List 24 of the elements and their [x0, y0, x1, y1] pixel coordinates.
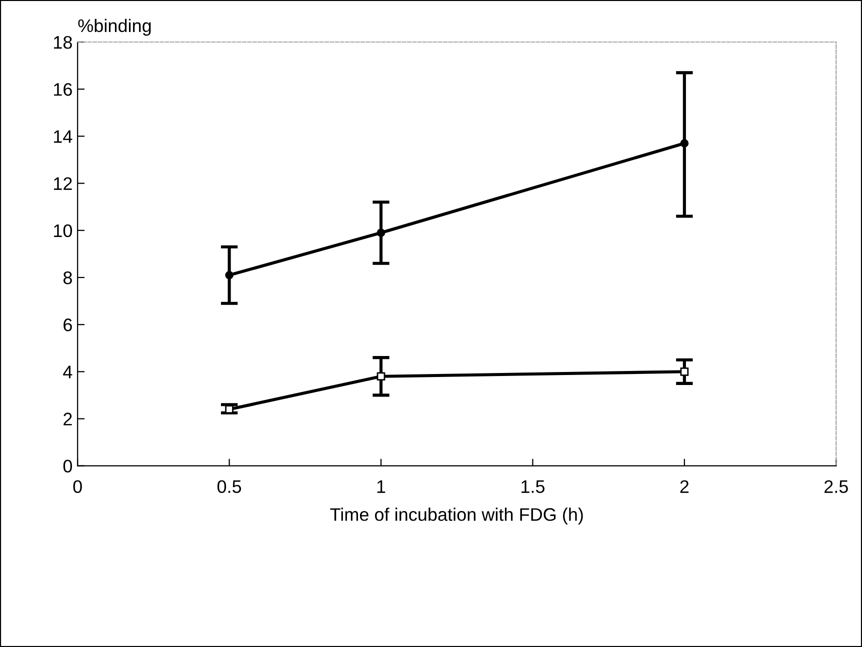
x-tick-label: 1.5 [522, 480, 545, 493]
x-tick-label: 1 [377, 480, 386, 493]
point [680, 139, 689, 148]
x-tick-label: 0 [73, 480, 82, 493]
y-axis-title: %binding [78, 18, 151, 36]
y-tick-label: 6 [64, 318, 72, 332]
y-tick-label: 2 [64, 412, 72, 426]
point [225, 270, 234, 280]
y-tick-label: 18 [54, 36, 72, 49]
y-tick-label: 0 [63, 460, 72, 473]
y-tick-label: 10 [54, 224, 72, 238]
y-tick-label: 16 [54, 83, 72, 96]
y-tick-label: 4 [63, 366, 72, 378]
point [376, 372, 386, 381]
y-tick-label: 14 [54, 130, 72, 143]
x-tick-label: 2 [680, 480, 689, 493]
point [225, 405, 234, 414]
x-tick-label: 2.5 [824, 480, 848, 493]
y-tick-label: 8 [63, 271, 72, 284]
y-tick-label: 12 [54, 177, 72, 190]
x-tick-label: 0.5 [217, 480, 242, 493]
point [376, 228, 386, 237]
point [680, 368, 689, 376]
x-axis-title: Time of incubation with FDG (h) [330, 508, 583, 524]
